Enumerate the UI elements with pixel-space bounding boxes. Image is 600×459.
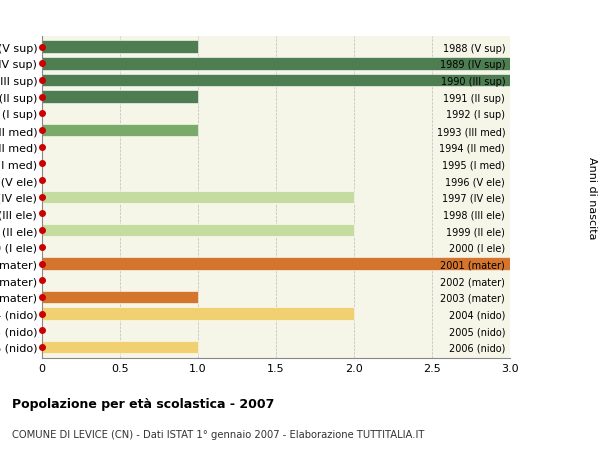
Bar <box>42 257 510 270</box>
Bar <box>42 41 198 54</box>
Bar <box>42 341 198 353</box>
Text: COMUNE DI LEVICE (CN) - Dati ISTAT 1° gennaio 2007 - Elaborazione TUTTITALIA.IT: COMUNE DI LEVICE (CN) - Dati ISTAT 1° ge… <box>12 429 424 439</box>
Bar <box>42 291 198 303</box>
Bar <box>42 224 354 237</box>
Text: Popolazione per età scolastica - 2007: Popolazione per età scolastica - 2007 <box>12 397 274 410</box>
Text: Anni di nascita: Anni di nascita <box>587 156 597 239</box>
Bar <box>42 91 198 104</box>
Bar <box>42 308 354 320</box>
Bar <box>42 124 198 137</box>
Bar <box>42 75 510 87</box>
Bar <box>42 58 510 70</box>
Bar <box>42 191 354 204</box>
